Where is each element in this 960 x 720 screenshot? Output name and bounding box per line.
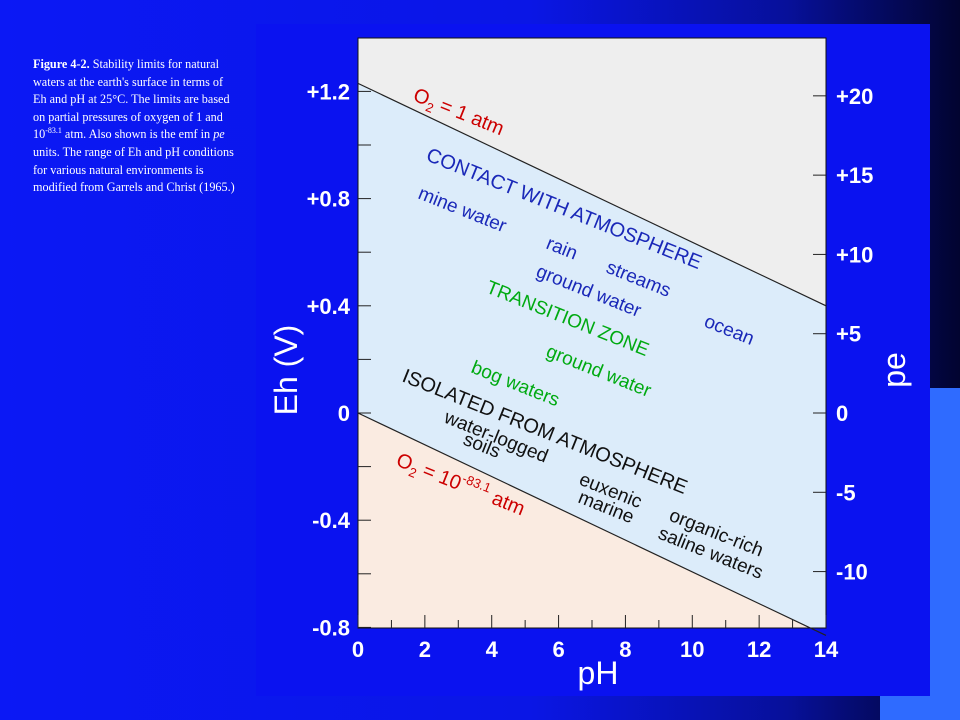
pe-tick-label: +5 (836, 322, 861, 347)
ph-tick-label: 10 (680, 637, 704, 662)
eh-tick-label: 0 (338, 401, 350, 426)
o2-upper-o: O (410, 84, 433, 110)
y-axis-label: Eh (V) (268, 325, 304, 416)
caption-figure-label: Figure 4-2. (33, 57, 90, 71)
ph-tick-label: 8 (619, 637, 631, 662)
caption-text-2: atm. Also shown is the emf in (61, 127, 214, 142)
boundary-line-o2-low (357, 412, 827, 636)
x-axis-label: pH (578, 655, 619, 691)
eh-tick-label: -0.8 (312, 615, 350, 640)
pe-tick-label: -10 (836, 560, 868, 585)
y2-axis-label: pe (876, 352, 912, 388)
pe-tick-label: +10 (836, 242, 873, 267)
ph-tick-label: 2 (419, 637, 431, 662)
ph-tick-label: 6 (552, 637, 564, 662)
figure-caption: Figure 4-2. Stability limits for natural… (33, 56, 238, 197)
caption-text: Stability limits for natural waters at t… (33, 57, 230, 142)
caption-exponent: -83.1 (45, 126, 62, 136)
boundary-line-o2-1atm (357, 82, 827, 307)
stability-band-fill (358, 83, 826, 628)
ph-tick-label: 0 (352, 637, 364, 662)
eh-tick-label: +0.4 (307, 294, 351, 319)
isolated-region-fill (358, 413, 826, 628)
eh-tick-label: -0.4 (312, 508, 351, 533)
eh-tick-label: +1.2 (307, 79, 350, 104)
pe-tick-label: -5 (836, 480, 856, 505)
ph-tick-label: 14 (814, 637, 839, 662)
ph-tick-label: 12 (747, 637, 771, 662)
eh-tick-label: +0.8 (307, 187, 350, 212)
pe-tick-label: 0 (836, 401, 848, 426)
caption-pe: pe (213, 127, 225, 142)
ph-tick-label: 4 (486, 637, 499, 662)
caption-text-3: units. The range of Eh and pH conditions… (33, 144, 235, 195)
pe-tick-label: +15 (836, 163, 873, 188)
pe-tick-label: +20 (836, 84, 873, 109)
o2-lower-o: O (393, 449, 416, 475)
